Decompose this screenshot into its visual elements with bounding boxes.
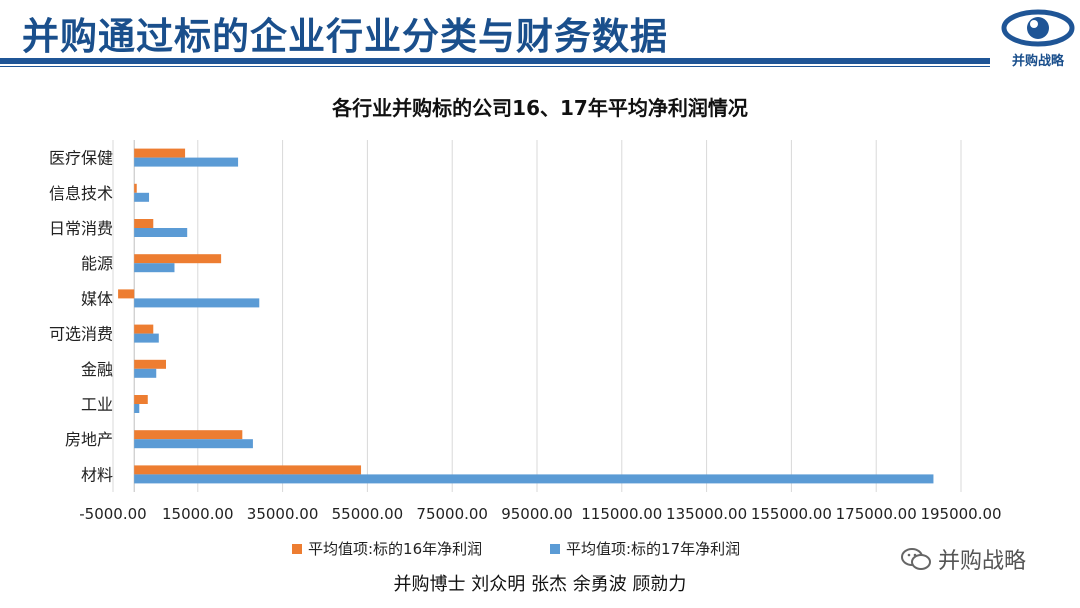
bar-17 [134,192,150,202]
logo-text: 并购战略 [1011,54,1064,69]
bar-16 [134,324,154,334]
category-label: 信息技术 [49,184,113,203]
x-tick-label: 135000.00 [666,505,747,523]
x-tick-label: 195000.00 [920,505,1001,523]
x-tick-label: 55000.00 [332,505,404,523]
legend-swatch-16 [292,543,302,554]
bar-17 [134,404,140,413]
bar-16 [134,183,137,193]
legend-label-16: 平均值项:标的16年净利润 [308,540,483,558]
bar-16 [134,254,222,264]
category-label: 材料 [81,465,113,484]
x-tick-label: 15000.00 [162,505,234,523]
category-label: 工业 [81,395,113,414]
authors: 并购博士 刘众明 张杰 余勇波 顾勍力 [393,574,687,595]
legend-item-17: 平均值项:标的17年净利润 [550,538,740,559]
bar-17 [134,157,239,167]
watermark-text: 并购战略 [938,549,1027,574]
bar-17 [134,439,253,449]
bar-17 [134,298,260,308]
chart-title: 各行业并购标的公司16、17年平均净利润情况 [332,96,748,120]
bar-16 [134,219,154,228]
x-tick-label: 75000.00 [416,505,488,523]
page-title: 并购通过标的企业行业分类与财务数据 [22,15,668,58]
category-label: 日常消费 [49,219,113,238]
bar-17 [134,474,934,484]
x-tick-label: -5000.00 [79,505,146,523]
brand-logo: 并购战略 [996,6,1080,72]
x-tick-label: 175000.00 [836,505,917,523]
category-label: 医疗保健 [49,149,113,168]
legend-swatch-17 [550,543,560,554]
eye-icon [1001,9,1075,47]
legend-label-17: 平均值项:标的17年净利润 [566,540,741,558]
bar-16 [134,395,148,404]
x-tick-label: 35000.00 [247,505,319,523]
bar-16 [134,148,186,158]
bar-16 [118,289,135,299]
bar-17 [134,368,157,378]
x-tick-label: 155000.00 [751,505,832,523]
bar-16 [134,465,362,475]
bar-17 [134,228,188,237]
category-label: 媒体 [81,289,113,308]
title-rule [0,58,990,64]
wechat-icon [901,548,931,570]
category-label: 可选消费 [49,325,113,344]
category-label: 房地产 [65,430,113,449]
category-label: 能源 [81,254,113,273]
bar-17 [134,263,175,273]
x-tick-label: 115000.00 [581,505,662,523]
title-rule-thin [0,66,990,67]
x-tick-label: 95000.00 [501,505,573,523]
legend-item-16: 平均值项:标的16年净利润 [292,538,482,559]
bar-16 [134,430,243,440]
category-label: 金融 [81,360,113,379]
bar-16 [134,359,166,369]
bar-17 [134,333,159,343]
watermark: 并购战略 [900,543,1026,575]
